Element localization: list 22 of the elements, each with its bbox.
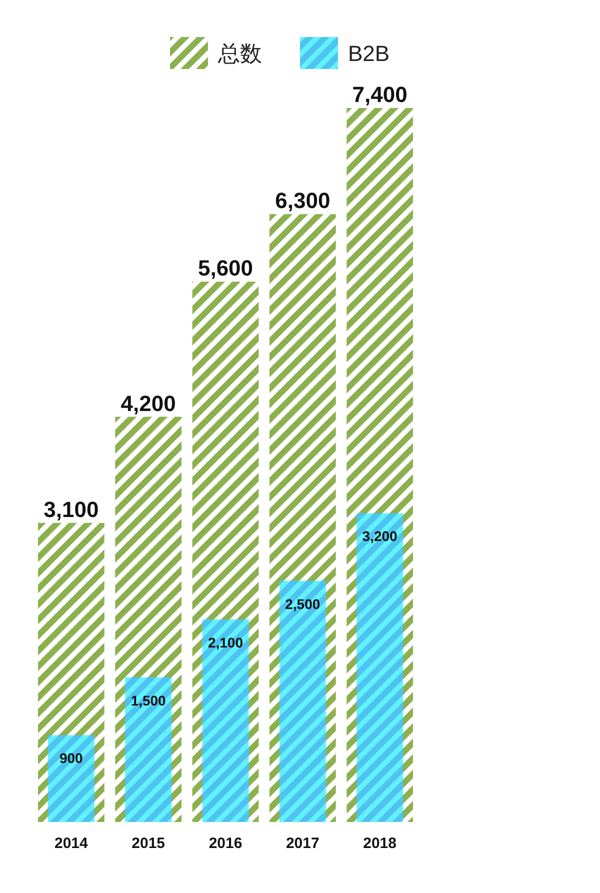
- bar: [279, 580, 326, 822]
- bar: [356, 513, 404, 822]
- bar: [48, 735, 94, 822]
- x-tick-label: 2017: [286, 835, 320, 852]
- x-tick-label: 2014: [54, 835, 89, 852]
- data-label: 3,200: [362, 528, 398, 544]
- data-label: 4,200: [120, 390, 176, 416]
- x-tick-label: 2015: [132, 835, 166, 852]
- x-tick-label: 2016: [208, 835, 242, 852]
- legend-label: 总数: [217, 41, 262, 66]
- data-label: 7,400: [352, 82, 408, 107]
- legend-label: B2B: [348, 41, 390, 66]
- data-label: 900: [60, 750, 84, 766]
- x-tick-label: 2018: [363, 835, 397, 852]
- data-label: 1,500: [130, 692, 166, 708]
- bar: [202, 619, 249, 822]
- bar: [125, 677, 172, 822]
- data-label: 2,500: [285, 596, 320, 612]
- data-label: 3,100: [44, 496, 99, 522]
- data-label: 5,600: [198, 256, 254, 281]
- data-label: 6,300: [275, 188, 330, 214]
- data-label: 2,100: [208, 634, 244, 650]
